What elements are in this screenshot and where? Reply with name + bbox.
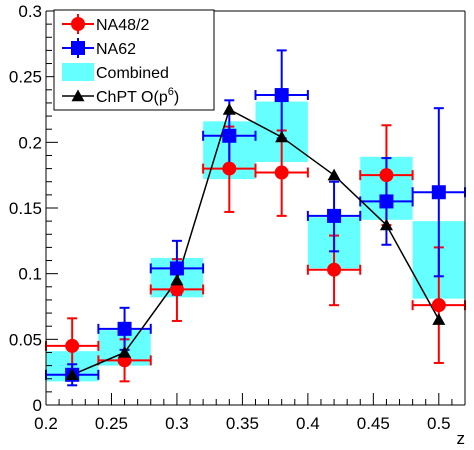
chpt-point: [118, 345, 132, 358]
legend-chpt-label-main: ChPT O(p: [96, 89, 168, 106]
x-axis-title: z: [457, 429, 466, 448]
legend-entry-na62: NA62: [62, 38, 136, 58]
na48-point: [65, 338, 80, 353]
legend-chpt-label-superscript: 6: [168, 86, 174, 98]
y-tick-label: 0.3: [18, 2, 42, 21]
na48-point: [169, 282, 184, 297]
na62-point: [327, 208, 342, 223]
na62-point: [379, 194, 394, 209]
legend-chpt-label-suffix: ): [174, 89, 179, 106]
x-tick-label: 0.5: [427, 414, 451, 433]
chpt-point: [275, 130, 289, 143]
legend-na62-label: NA62: [96, 41, 136, 58]
chpt-point: [65, 368, 79, 380]
y-tick-label: 0.1: [18, 265, 42, 284]
x-tick-label: 0.2: [34, 414, 58, 433]
legend-entry-na48: NA48/2: [62, 14, 149, 34]
y-tick-label: 0.15: [9, 199, 42, 218]
na48-point: [274, 165, 289, 180]
x-tick-label: 0.3: [165, 414, 189, 433]
legend-combined-label: Combined: [96, 65, 169, 82]
na62-point: [169, 261, 184, 276]
na48-point: [379, 168, 394, 183]
legend-chpt-marker: [71, 89, 85, 102]
y-axis-ticks: 0 0.05 0.1 0.15 0.2 0.25 0.3: [9, 2, 58, 415]
legend-chpt-label: ChPT O(p6): [96, 86, 179, 106]
chpt-point: [222, 103, 236, 115]
y-tick-label: 0.2: [18, 133, 42, 152]
legend-combined-swatch: [62, 63, 94, 81]
x-tick-label: 0.45: [357, 414, 390, 433]
legend-entry-combined: Combined: [62, 63, 169, 82]
na62-point: [117, 321, 132, 336]
y-tick-label: 0.25: [9, 68, 42, 87]
na62-point: [431, 185, 446, 200]
na62-point: [274, 88, 289, 103]
legend-na48-marker: [71, 17, 85, 31]
na48-point: [222, 161, 237, 176]
data-markers: [65, 88, 446, 382]
x-axis-ticks: 0.2 0.25 0.3 0.35 0.4 0.45 0.5: [34, 393, 466, 433]
chpt-point: [170, 273, 184, 286]
legend: NA48/2 NA62 Combined ChPT O(p6): [53, 9, 215, 111]
na62-point: [222, 128, 237, 143]
chpt-point: [327, 168, 341, 181]
chpt-point: [379, 218, 393, 231]
chpt-point: [432, 313, 446, 325]
legend-na62-marker: [71, 41, 85, 55]
legend-entry-chpt: ChPT O(p6): [62, 86, 179, 106]
x-tick-label: 0.4: [296, 414, 320, 433]
legend-na48-label: NA48/2: [96, 17, 149, 34]
y-tick-label: 0.05: [9, 330, 42, 349]
na48-point: [327, 262, 342, 277]
x-tick-label: 0.35: [226, 414, 259, 433]
x-tick-label: 0.25: [95, 414, 128, 433]
y-tick-label: 0: [33, 396, 42, 415]
chpt-curve: [71, 108, 440, 376]
na48-point: [431, 298, 446, 313]
chpt-line: [71, 108, 440, 376]
